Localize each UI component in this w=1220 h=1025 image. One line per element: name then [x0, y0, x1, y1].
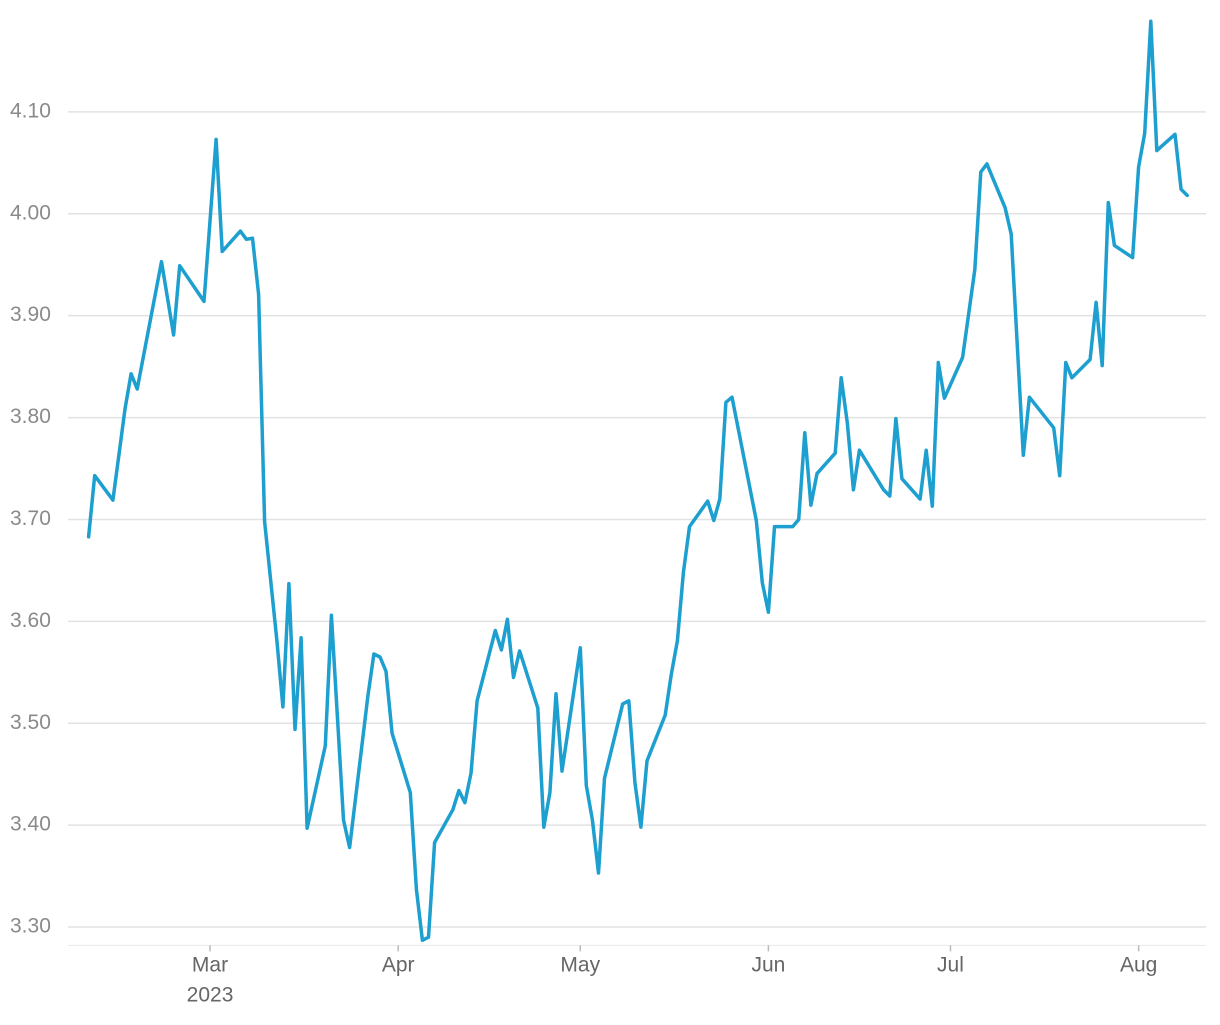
y-tick-label: 3.70	[10, 507, 51, 530]
y-tick-label: 4.00	[10, 201, 51, 224]
x-axis-year: 2023	[187, 984, 234, 1007]
y-tick-label: 3.90	[10, 303, 51, 326]
y-tick-label: 3.80	[10, 405, 51, 428]
x-tick-label: Mar	[192, 954, 228, 977]
x-tick-label: Aug	[1120, 954, 1157, 977]
y-tick-label: 4.10	[10, 99, 51, 122]
y-tick-label: 3.50	[10, 711, 51, 734]
line	[86, 19, 1189, 943]
x-tick-label: Jun	[751, 954, 785, 977]
y-tick-label: 3.30	[10, 915, 51, 938]
x-tick-label: Jul	[937, 954, 964, 977]
y-tick-label: 3.60	[10, 609, 51, 632]
y-tick-label: 3.40	[10, 813, 51, 836]
x-tick-label: Apr	[382, 954, 415, 977]
x-tick-label: May	[560, 954, 600, 977]
